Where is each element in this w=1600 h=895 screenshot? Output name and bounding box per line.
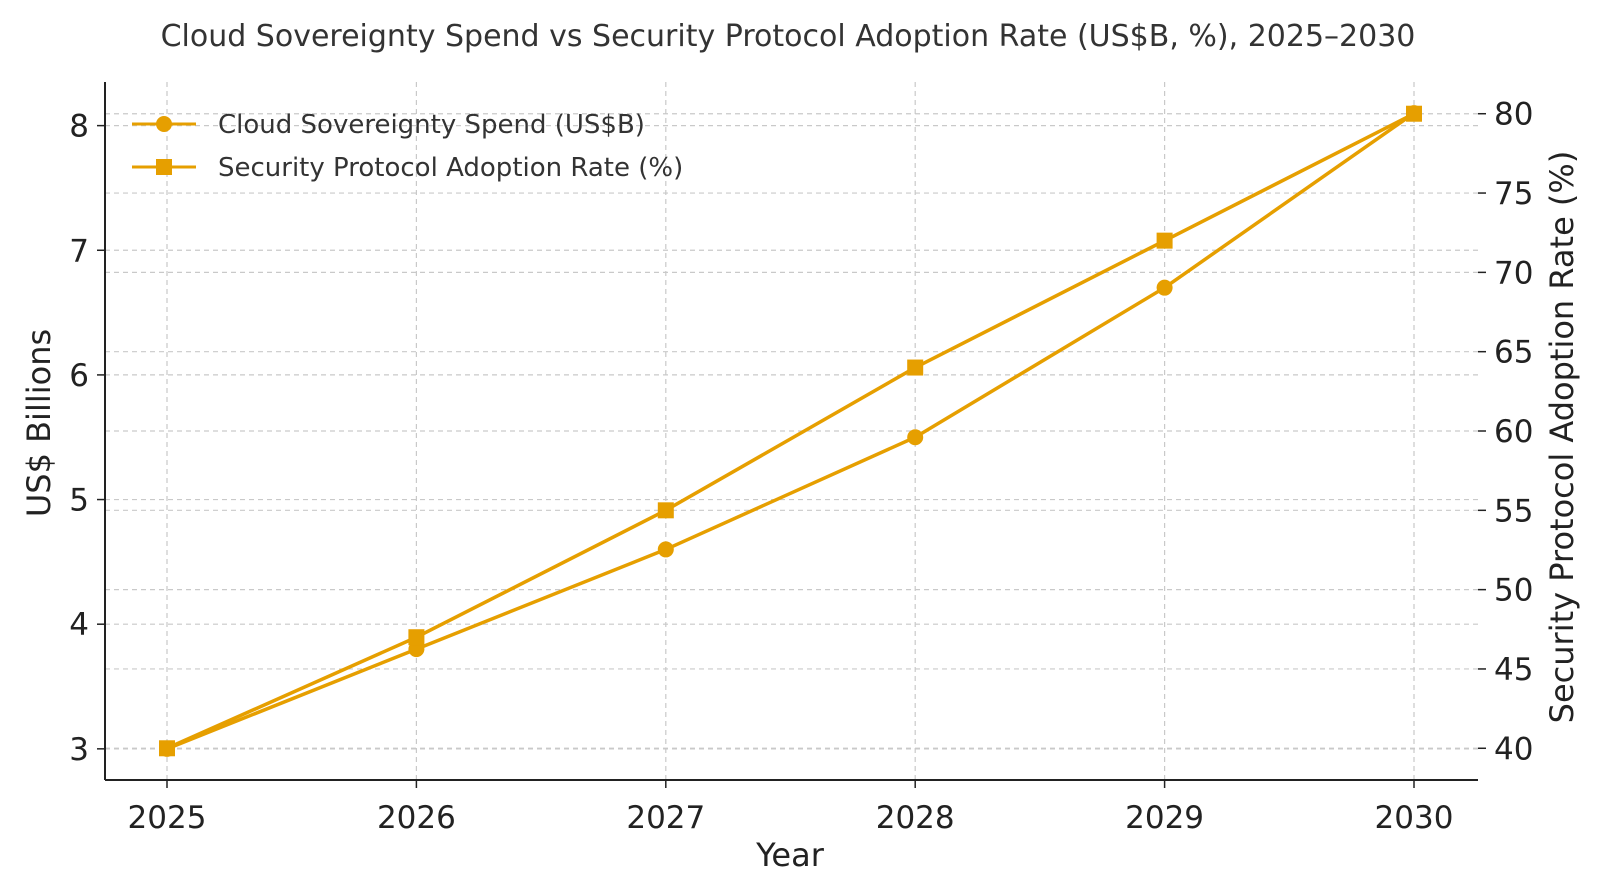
data-point-square [657, 502, 674, 519]
legend-entry-spend: Cloud Sovereignty Spend (US$B) [132, 110, 645, 140]
y-right-tick-label: 65 [1494, 335, 1533, 371]
y-right-tick-label: 80 [1494, 97, 1533, 133]
grid-lines [105, 82, 1478, 780]
y-left-tick-label: 4 [69, 607, 89, 643]
data-point-square [907, 359, 924, 376]
x-tick-label: 2026 [377, 800, 456, 836]
y-right-tick-label: 55 [1494, 493, 1533, 529]
y-right-tick-label: 60 [1494, 414, 1533, 450]
legend: Cloud Sovereignty Spend (US$B) Security … [132, 110, 683, 183]
x-tick-label: 2025 [128, 800, 207, 836]
x-tick-label: 2029 [1125, 800, 1204, 836]
series-adoption [159, 105, 1422, 757]
chart-title: Cloud Sovereignty Spend vs Security Prot… [161, 19, 1416, 54]
y-right-tick-label: 40 [1494, 731, 1533, 767]
series-line [166, 112, 1415, 750]
y-axis-right: 40 45 50 55 60 65 70 75 80 [1478, 97, 1533, 767]
y-axis-left-label: US$ Billions [20, 329, 58, 517]
y-left-tick-label: 8 [69, 109, 89, 145]
y-right-tick-label: 45 [1494, 652, 1533, 688]
y-right-tick-label: 70 [1494, 255, 1533, 291]
data-point-square [408, 629, 425, 646]
data-point-square [1406, 105, 1422, 122]
data-point-circle [1156, 279, 1173, 296]
legend-label-spend: Cloud Sovereignty Spend (US$B) [218, 110, 645, 140]
y-left-tick-label: 3 [69, 732, 89, 768]
y-left-tick-label: 6 [69, 358, 89, 394]
legend-marker-square [156, 159, 172, 175]
x-axis: 2025 2026 2027 2028 2029 2030 [128, 780, 1454, 836]
data-point-square [159, 740, 175, 757]
y-axis-right-label: Security Protocol Adoption Rate (%) [1543, 151, 1581, 724]
data-point-circle [657, 541, 674, 558]
x-tick-label: 2028 [876, 800, 955, 836]
y-right-tick-label: 75 [1494, 176, 1533, 212]
series-line [166, 111, 1416, 751]
legend-entry-adoption: Security Protocol Adoption Rate (%) [132, 153, 683, 183]
series-layer [159, 105, 1422, 757]
y-left-tick-label: 5 [69, 483, 89, 519]
legend-marker-circle [156, 116, 172, 132]
data-point-circle [907, 429, 924, 446]
legend-label-adoption: Security Protocol Adoption Rate (%) [218, 153, 683, 183]
data-point-square [1156, 232, 1173, 249]
x-tick-label: 2027 [626, 800, 705, 836]
y-right-tick-label: 50 [1494, 573, 1533, 609]
axes-frame [104, 82, 1478, 781]
y-left-tick-label: 7 [69, 233, 89, 269]
x-axis-label: Year [755, 836, 825, 874]
x-tick-label: 2030 [1375, 800, 1454, 836]
y-axis-left: 3 4 5 6 7 8 [69, 109, 105, 768]
